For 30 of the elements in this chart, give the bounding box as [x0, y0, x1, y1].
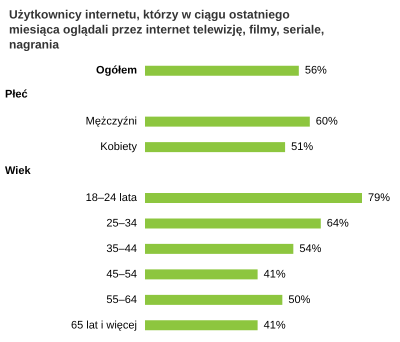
y-tick-label: 45–54	[106, 268, 137, 280]
y-tick-label: 25–34	[106, 217, 137, 230]
bar	[145, 116, 310, 127]
data-label: 56%	[304, 64, 328, 77]
data-label: 54%	[299, 242, 322, 255]
chart-title: Użytkownicy internetu, którzy w ciągu ostatniego miesiąca oglądali przez internet telewizję, filmy, seriale, nagrania	[9, 8, 328, 52]
data-label: 41%	[264, 319, 286, 332]
text: Wiek	[5, 165, 32, 178]
bar	[145, 269, 258, 280]
data-label: 50%	[288, 294, 311, 306]
y-tick-label: Ogółem	[96, 64, 138, 77]
data-label: 79%	[368, 192, 390, 204]
data-label: 64%	[326, 217, 350, 230]
text: Płeć	[5, 88, 28, 101]
bar	[145, 142, 286, 152]
bar	[145, 244, 294, 254]
data-label: 51%	[291, 141, 314, 154]
bar	[145, 294, 282, 305]
data-label: 41%	[264, 268, 286, 280]
y-tick-label: 55–64	[106, 294, 137, 306]
y-tick-label: 35–44	[106, 242, 137, 255]
y-tick-label: 18–24 lata	[86, 192, 138, 204]
bar	[145, 320, 258, 330]
y-tick-label: 65 lat i więcej	[70, 319, 137, 332]
bar	[145, 66, 299, 76]
data-label: 60%	[316, 116, 338, 128]
y-tick-label: Kobiety	[100, 141, 138, 154]
y-tick-label: Mężczyźni	[86, 116, 137, 128]
bar	[145, 193, 362, 203]
bar	[145, 218, 321, 228]
